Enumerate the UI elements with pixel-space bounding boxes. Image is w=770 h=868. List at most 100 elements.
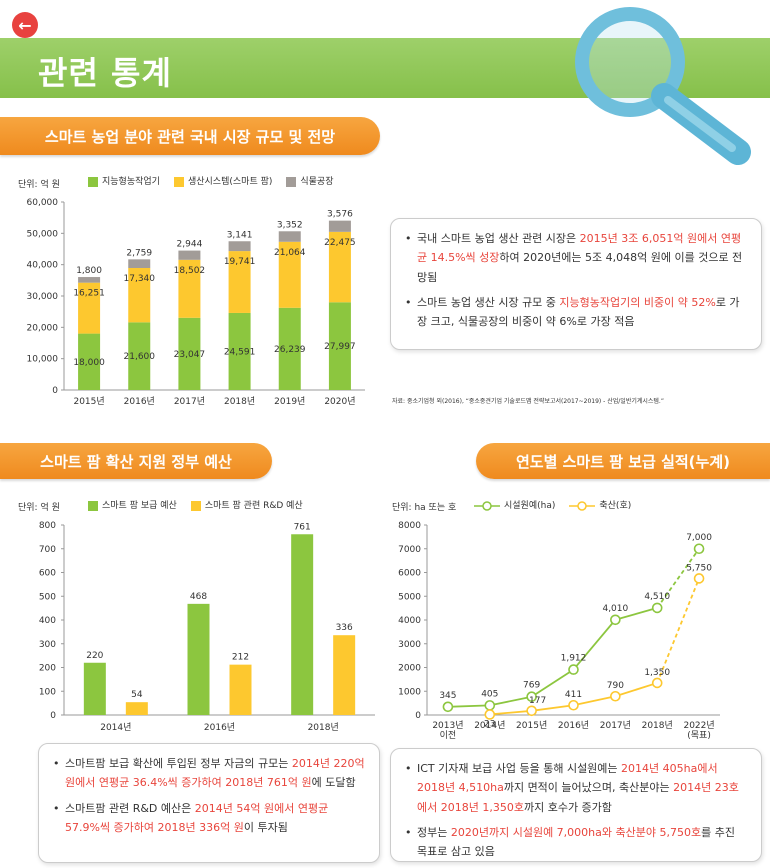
x-tick-label: 2022년 [683,720,714,731]
y-tick-label: 7000 [398,545,421,555]
back-arrow-icon: ← [18,15,32,35]
data-point [693,543,705,555]
data-label: 18,502 [174,266,206,276]
x-tick-label: (목표) [687,730,711,741]
chart3-unit: 단위: ha 또는 호 [392,503,457,513]
y-tick-label: 6000 [398,569,421,579]
data-label: 4,510 [644,592,670,602]
bar-segment [178,250,201,260]
series-line-segment [615,682,658,698]
series-line-segment [531,668,574,698]
y-tick-label: 0 [50,711,56,721]
bar-segment [178,259,201,318]
budget-chart: 0 100 200 300 400 500 600 700 800 220 54 2014년 468 21… [39,521,375,733]
title-bar [0,38,770,98]
bar-segment [278,307,301,390]
bar-segment [178,317,201,390]
section-title-budget: 스마트 팜 확산 지원 정부 예산 [0,443,272,479]
legend-item: 생산시스템(스마트 팜) [173,174,272,187]
x-tick-label: 2019년 [274,396,305,407]
bar-segment [278,231,301,242]
data-label: 212 [232,653,249,663]
x-tick-label: 2018년 [308,722,339,733]
data-point [651,602,663,614]
y-tick-label: 600 [39,569,56,579]
legend-item: 지능형농작업기 [88,174,160,187]
data-label: 5,750 [686,563,712,573]
data-label: 1,800 [76,266,102,276]
note-item: 스마트팜 관련 R&D 예산은 2014년 54억 원에서 연평균 57.9%씩… [53,799,365,838]
data-label: 1,350 [644,668,670,678]
data-label: 3,352 [277,220,303,230]
note-item: 스마트팜 보급 확산에 투입된 정부 자금의 규모는 2014년 220억 원에… [53,754,365,793]
legend-item: 스마트 팜 관련 R&D 예산 [190,498,303,511]
data-label: 22,475 [324,238,356,248]
bar-segment [78,277,101,283]
section-title-market: 스마트 농업 분야 관련 국내 시장 규모 및 전망 [0,117,380,155]
x-tick-label: 2016년 [204,722,235,733]
data-label: 336 [336,623,353,633]
data-label: 411 [565,690,582,700]
x-tick-label: 이전 [440,730,457,741]
y-tick-label: 200 [39,664,56,674]
y-tick-label: 400 [39,616,56,626]
y-tick-label: 40,000 [27,261,59,271]
x-tick-label: 2018년 [224,396,255,407]
bar [187,603,210,715]
bar [125,702,148,715]
y-tick-label: 0 [52,386,58,396]
data-label: 7,000 [686,533,712,543]
back-button[interactable]: ← [12,12,38,38]
data-label: 4,010 [602,604,628,614]
y-tick-label: 5000 [398,592,421,602]
y-tick-label: 3000 [398,640,421,650]
data-point [568,664,579,675]
data-point [651,677,663,689]
x-tick-label: 2015년 [516,720,547,731]
data-point [610,614,621,626]
x-tick-label: 2018년 [642,720,673,731]
data-label: 769 [523,681,540,691]
x-tick-label: 2014년 [100,722,131,733]
x-tick-label: 2014년 [474,720,505,731]
data-label: 790 [607,681,624,691]
bar-segment [128,322,151,390]
data-label: 220 [86,651,103,661]
legend-item: 축산(호) [569,498,631,511]
data-label: 3,141 [227,230,253,240]
data-label: 345 [439,691,456,701]
y-tick-label: 800 [39,521,56,531]
y-tick-label: 0 [415,711,421,721]
series-line-segment [572,619,617,671]
legend-item: 스마트 팜 보급 예산 [88,498,177,511]
data-label: 19,741 [224,257,256,267]
data-label: 16,251 [73,289,105,299]
data-label: 54 [131,690,143,700]
y-tick-label: 50,000 [27,229,59,239]
y-tick-label: 30,000 [27,292,59,302]
data-label: 27,997 [324,342,356,352]
data-label: 3,576 [327,210,353,220]
chart3-legend: 시설원예(ha) 축산(호) [474,498,631,511]
x-tick-label: 2016년 [124,396,155,407]
data-point [442,701,454,713]
data-label: 23 [484,719,495,729]
x-tick-label: 2016년 [558,720,589,731]
y-tick-label: 10,000 [27,355,59,365]
bar-segment [78,333,101,390]
bar-segment [128,267,151,323]
y-tick-label: 4000 [398,616,421,626]
y-tick-label: 100 [39,687,56,697]
section-title-adoption: 연도별 스마트 팜 보급 실적(누계) [476,443,770,479]
chart1-legend: 지능형농작업기 생산시스템(스마트 팜) 식물공장 [88,174,334,187]
data-label: 17,340 [124,274,156,284]
note-item: 스마트 농업 생산 시장 규모 중 지능형농작업기의 비중이 약 52%로 가장… [405,293,747,332]
source-note: 자료: 중소기업청 외(2016), “중소중견기업 기술로드맵 전략보고서(2… [392,398,664,405]
data-label: 23,047 [174,350,206,360]
y-tick-label: 20,000 [27,323,59,333]
series-line-segment [489,709,532,716]
data-label: 24,591 [224,347,256,357]
data-point [610,690,621,702]
data-label: 2,759 [126,248,152,258]
bar-segment [278,241,301,308]
